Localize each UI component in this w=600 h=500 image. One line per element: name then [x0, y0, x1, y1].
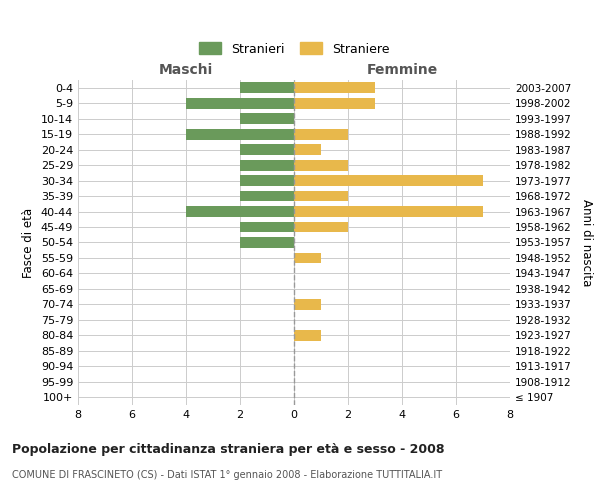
Y-axis label: Anni di nascita: Anni di nascita [580, 199, 593, 286]
Text: Popolazione per cittadinanza straniera per età e sesso - 2008: Popolazione per cittadinanza straniera p… [12, 442, 445, 456]
Bar [240, 160, 294, 170]
Bar [294, 160, 348, 170]
Bar [240, 114, 294, 124]
Bar [294, 252, 321, 264]
Bar [240, 237, 294, 248]
Bar [294, 175, 483, 186]
Bar [294, 222, 348, 232]
Bar [294, 144, 321, 155]
Bar [294, 98, 375, 108]
Bar [240, 175, 294, 186]
Bar [186, 206, 294, 217]
Text: Maschi: Maschi [159, 63, 213, 77]
Bar [294, 82, 375, 93]
Legend: Stranieri, Straniere: Stranieri, Straniere [193, 38, 395, 60]
Bar [186, 128, 294, 140]
Bar [240, 144, 294, 155]
Bar [294, 299, 321, 310]
Bar [240, 222, 294, 232]
Y-axis label: Fasce di età: Fasce di età [22, 208, 35, 278]
Bar [240, 190, 294, 202]
Text: COMUNE DI FRASCINETO (CS) - Dati ISTAT 1° gennaio 2008 - Elaborazione TUTTITALIA: COMUNE DI FRASCINETO (CS) - Dati ISTAT 1… [12, 470, 442, 480]
Bar [240, 82, 294, 93]
Bar [294, 330, 321, 341]
Bar [294, 206, 483, 217]
Bar [186, 98, 294, 108]
Bar [294, 128, 348, 140]
Bar [294, 190, 348, 202]
Text: Femmine: Femmine [367, 63, 437, 77]
